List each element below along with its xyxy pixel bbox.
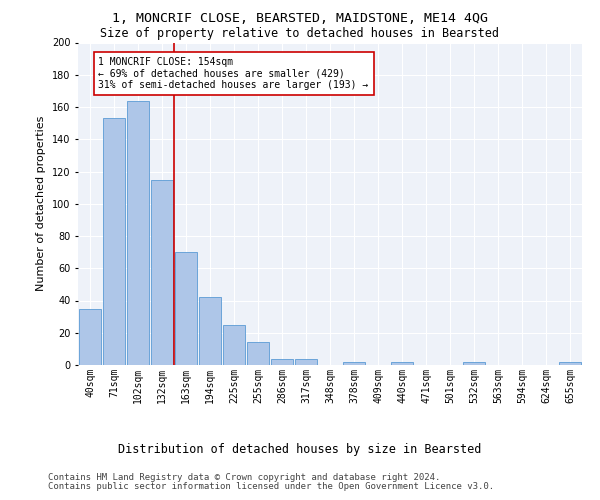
Bar xyxy=(559,362,581,365)
Bar xyxy=(103,118,125,365)
Y-axis label: Number of detached properties: Number of detached properties xyxy=(37,116,46,292)
Bar xyxy=(391,362,413,365)
Text: Distribution of detached houses by size in Bearsted: Distribution of detached houses by size … xyxy=(118,442,482,456)
Bar xyxy=(271,358,293,365)
Bar xyxy=(199,298,221,365)
Bar xyxy=(151,180,173,365)
Bar xyxy=(175,252,197,365)
Text: 1, MONCRIF CLOSE, BEARSTED, MAIDSTONE, ME14 4QG: 1, MONCRIF CLOSE, BEARSTED, MAIDSTONE, M… xyxy=(112,12,488,26)
Text: Contains HM Land Registry data © Crown copyright and database right 2024.: Contains HM Land Registry data © Crown c… xyxy=(48,472,440,482)
Text: 1 MONCRIF CLOSE: 154sqm
← 69% of detached houses are smaller (429)
31% of semi-d: 1 MONCRIF CLOSE: 154sqm ← 69% of detache… xyxy=(98,57,368,90)
Bar xyxy=(127,100,149,365)
Bar xyxy=(247,342,269,365)
Bar xyxy=(79,308,101,365)
Bar xyxy=(463,362,485,365)
Text: Contains public sector information licensed under the Open Government Licence v3: Contains public sector information licen… xyxy=(48,482,494,491)
Bar xyxy=(223,324,245,365)
Bar xyxy=(343,362,365,365)
Bar xyxy=(295,358,317,365)
Text: Size of property relative to detached houses in Bearsted: Size of property relative to detached ho… xyxy=(101,28,499,40)
